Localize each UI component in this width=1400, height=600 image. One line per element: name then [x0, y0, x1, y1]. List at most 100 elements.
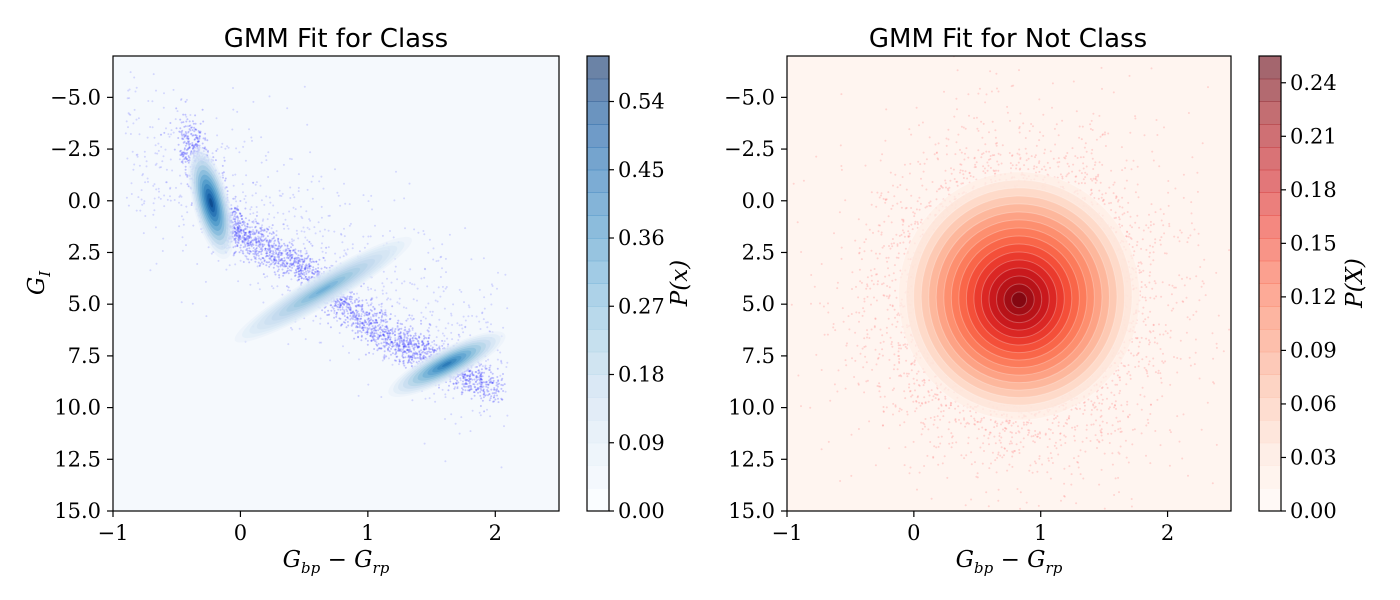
data-point [259, 230, 262, 233]
data-point [305, 278, 307, 280]
data-point [192, 145, 195, 148]
data-point [359, 317, 362, 320]
data-point [467, 386, 470, 389]
data-point [191, 134, 194, 137]
data-point [248, 252, 251, 255]
data-point [983, 434, 986, 437]
data-point [196, 137, 199, 140]
data-point [193, 138, 196, 141]
data-point [467, 380, 470, 382]
data-point [305, 257, 308, 260]
data-point [409, 317, 412, 320]
data-point [354, 315, 357, 318]
data-point [339, 308, 342, 311]
data-point [422, 348, 425, 351]
data-point [353, 314, 356, 317]
data-point [414, 353, 417, 355]
data-point [260, 250, 263, 253]
data-point [263, 228, 266, 231]
data-point [400, 327, 403, 330]
data-point [398, 363, 400, 366]
data-point [434, 400, 437, 403]
data-point [469, 380, 472, 383]
colorbar-band [587, 78, 609, 102]
data-point [381, 359, 384, 362]
data-point [482, 385, 485, 388]
data-point [285, 261, 288, 264]
data-point [374, 329, 377, 332]
data-point [244, 231, 247, 234]
data-point [415, 352, 418, 355]
data-point [161, 250, 164, 252]
data-point [411, 327, 414, 330]
data-point [290, 242, 293, 245]
data-point [497, 380, 500, 383]
data-point [280, 258, 283, 260]
data-point [126, 157, 129, 160]
data-point [254, 225, 257, 228]
data-point [397, 319, 400, 322]
data-point [184, 171, 187, 174]
data-point [246, 241, 249, 244]
data-point [1082, 412, 1085, 415]
data-point [404, 326, 407, 329]
data-point [448, 233, 451, 236]
data-point [131, 150, 134, 153]
data-point [258, 264, 261, 267]
data-point [258, 222, 260, 225]
data-point [408, 358, 411, 361]
data-point [175, 127, 178, 130]
data-point [162, 106, 165, 109]
data-point [478, 376, 481, 379]
data-point [485, 380, 488, 383]
colorbar-band [587, 192, 609, 216]
data-point [427, 336, 430, 339]
data-point [368, 323, 371, 326]
data-point [239, 244, 242, 247]
data-point [253, 238, 256, 241]
data-point [364, 353, 367, 356]
data-point [237, 221, 239, 224]
data-point [274, 258, 277, 261]
data-point [273, 240, 276, 243]
data-point [379, 331, 382, 334]
data-point [306, 269, 309, 272]
data-point [382, 330, 385, 333]
data-point [333, 312, 336, 314]
data-point [256, 211, 259, 214]
data-point [255, 206, 258, 208]
data-point [506, 307, 509, 310]
data-point [286, 269, 289, 272]
data-point [427, 342, 430, 345]
data-point [488, 393, 491, 396]
data-point [250, 206, 253, 209]
data-point [286, 270, 288, 273]
data-point [271, 237, 274, 240]
data-point [351, 302, 354, 305]
data-point [403, 343, 406, 346]
data-point [239, 230, 242, 233]
data-point [438, 345, 441, 348]
data-point [255, 240, 257, 242]
data-point [473, 374, 475, 377]
data-point [427, 337, 430, 340]
data-point [442, 342, 445, 345]
data-point [237, 234, 240, 237]
data-point [290, 264, 293, 267]
data-point [402, 306, 405, 309]
data-point [196, 136, 199, 139]
data-point [399, 322, 402, 325]
data-point [276, 253, 279, 256]
data-point [249, 235, 252, 238]
data-point [281, 262, 284, 265]
data-point [157, 149, 160, 152]
data-point [399, 337, 402, 340]
data-point [468, 378, 471, 381]
data-point [190, 204, 193, 206]
data-point [223, 156, 226, 159]
data-point [336, 191, 339, 194]
data-point [487, 369, 490, 371]
data-point [268, 240, 271, 243]
data-point [378, 303, 381, 306]
data-point [355, 305, 358, 308]
